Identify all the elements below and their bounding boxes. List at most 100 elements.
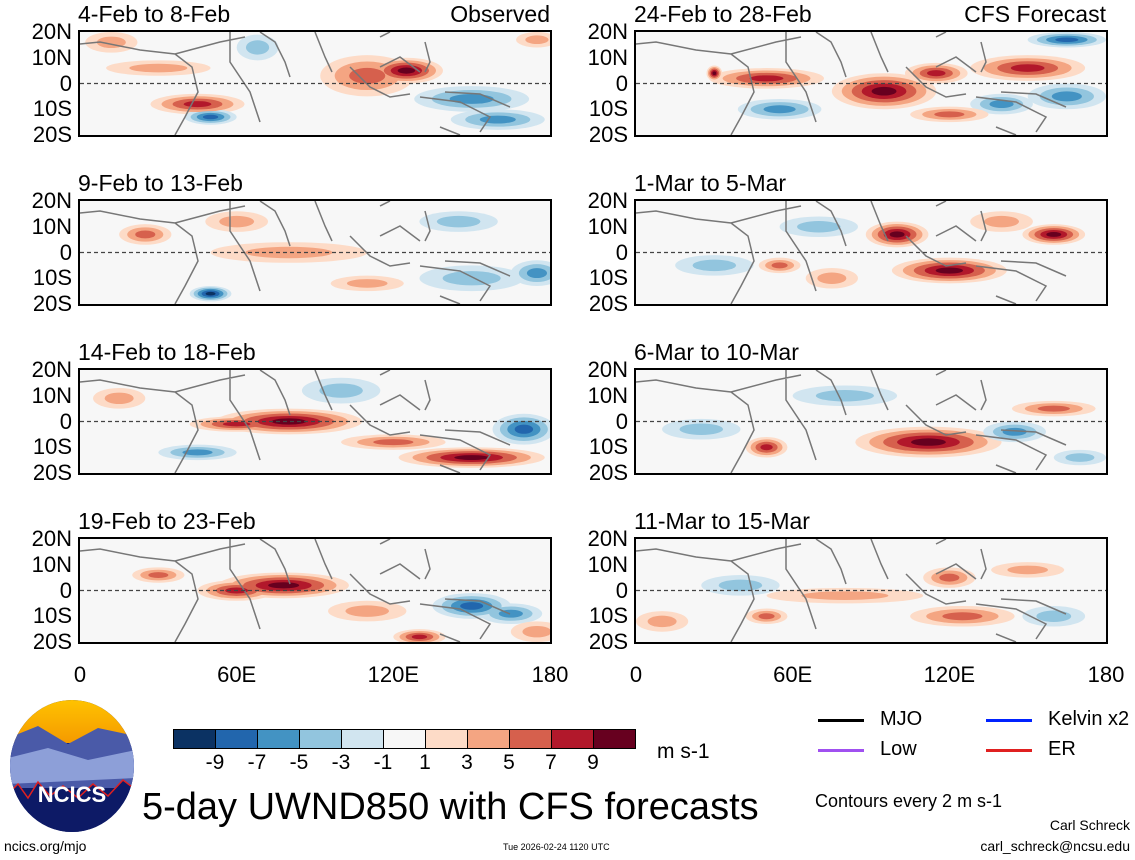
y-tick-label: 10N [31,44,72,70]
colorbar-swatch [258,730,300,748]
anomaly-region [245,40,270,55]
x-tick-label: 60E [773,662,813,687]
anomaly-region [454,455,490,461]
panel-title: 19-Feb to 23-Feb [78,508,256,534]
y-tick-label: 20N [587,357,628,382]
y-tick-label: 0 [59,408,72,434]
anomaly-region [718,579,763,592]
panel-title: 11-Mar to 15-Mar [634,508,810,534]
anomaly-region [245,246,333,259]
map-svg [636,370,1106,473]
map-panel [78,30,552,137]
anomaly-region [927,70,946,77]
y-tick-label: 20N [587,19,628,44]
source-url[interactable]: ncics.org/mjo [4,838,87,854]
colorbar-tick: 3 [461,751,473,774]
anomaly-region [349,67,386,84]
y-tick-label: 0 [615,577,628,603]
anomaly-region [1051,91,1082,102]
anomaly-region [758,613,775,620]
anomaly-region [1065,453,1095,462]
anomaly-region [271,418,307,425]
coastline [80,539,511,642]
anomaly-region [771,262,788,269]
panel-title: 24-Feb to 28-Feb [634,1,812,27]
colorbar-tick: -3 [331,751,351,774]
y-tick-label: 20S [32,291,72,316]
anomaly-region [183,101,212,108]
colorbar-tick: -7 [247,751,267,774]
anomaly-region [182,449,213,456]
anomaly-region [346,279,388,288]
anomaly-region [1046,232,1062,237]
anomaly-region [1037,405,1070,412]
colorbar-swatch [174,730,216,748]
y-tick-label: 20N [587,188,628,213]
panel-tag: Observed [450,1,550,27]
panel-title: 6-Mar to 10-Mar [634,339,799,365]
legend-line [986,719,1032,722]
anomaly-region [479,115,516,124]
anomaly-region [1007,565,1048,575]
y-tick-label: 0 [615,408,628,434]
anomaly-region [345,605,389,617]
legend-line [818,749,864,752]
figure-title: 5-day UWND850 with CFS forecasts [142,786,759,828]
legend-label: Kelvin x2 [1048,708,1130,730]
map-panel [634,199,1108,306]
x-tick-label: 180 [1087,662,1125,687]
anomaly-region [525,35,549,45]
coastline [636,370,1067,473]
anomaly-region [219,215,255,228]
anomaly-region [514,424,534,434]
y-tick-label: 20S [588,291,628,316]
contour-note: Contours every 2 m s-1 [815,791,1003,811]
anomaly-region [692,259,737,272]
anomaly-region [522,625,550,638]
map-panel [634,30,1108,137]
timestamp: Tue 2026-02-24 1120 UTC [503,842,610,852]
y-tick-label: 10N [31,551,72,577]
colorbar-swatch [594,730,635,748]
anomaly-region [1055,37,1079,42]
anomaly-region [749,75,784,82]
panel-title: 4-Feb to 8-Feb [78,1,231,27]
x-tick-label: 60E [217,662,257,687]
anomaly-region [817,272,847,284]
colorbar-swatch [510,730,552,748]
y-tick-label: 0 [59,577,72,603]
anomaly-region [679,423,724,435]
legend-label: MJO [880,708,923,730]
legend-label: Low [880,738,917,760]
y-tick-label: 20S [588,122,628,147]
anomaly-region [222,421,251,427]
anomaly-region [202,114,219,120]
map-panel [634,537,1108,644]
y-tick-label: 20S [588,460,628,485]
panel-title: 9-Feb to 13-Feb [78,170,243,196]
map-svg [636,32,1106,135]
anomaly-region [373,439,414,446]
y-tick-label: 10S [588,96,628,122]
colorbar-units: m s-1 [657,740,710,763]
email[interactable]: carl_schreck@ncsu.edu [980,838,1130,854]
colorbar-tick: 5 [503,751,515,774]
coastline [80,201,511,304]
y-tick-label: 20S [588,629,628,654]
anomaly-region [935,267,964,274]
y-tick-label: 0 [59,239,72,265]
colorbar-swatch [342,730,384,748]
y-tick-label: 10N [31,213,72,239]
panel-title: 14-Feb to 18-Feb [78,339,256,365]
map-svg [80,201,550,304]
colorbar-swatch [468,730,510,748]
map-svg [80,370,550,473]
author: Carl Schreck [1049,817,1130,833]
anomaly-region [647,615,677,628]
y-tick-label: 10N [587,213,628,239]
y-tick-label: 10N [31,382,72,408]
y-tick-label: 20N [31,357,72,382]
colorbar-swatch [300,730,342,748]
panel-tag: CFS Forecast [964,1,1106,27]
